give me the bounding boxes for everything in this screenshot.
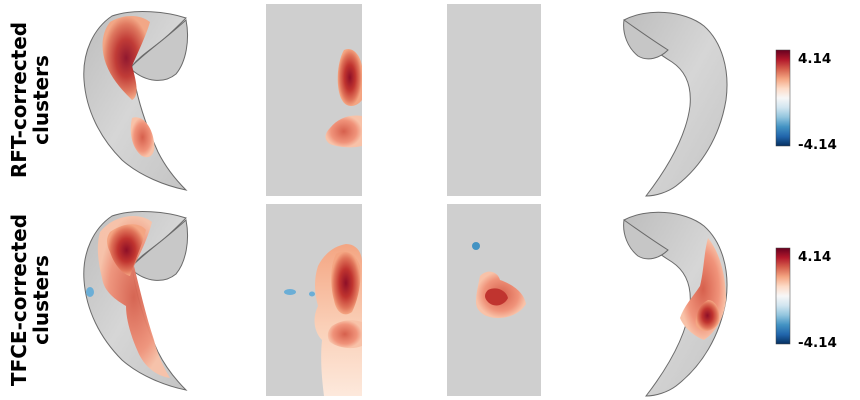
tfce-right-surface — [623, 211, 728, 397]
colorbar-rft-max-label: 4.14 — [798, 51, 832, 67]
tfce-panel-lateral — [447, 204, 541, 396]
rft-left-clusters — [102, 16, 155, 158]
tfce-panel-medial — [266, 204, 362, 396]
colorbar-tfce-max-label: 4.14 — [798, 249, 832, 265]
rft-panel-lateral — [447, 4, 541, 196]
rft-right-surface — [623, 11, 728, 197]
tfce-left-clusters — [86, 216, 170, 378]
colorbar-tfce-min-label: -4.14 — [798, 335, 837, 351]
rft-panel-medial — [266, 4, 362, 196]
colorbar-tfce — [775, 247, 791, 345]
tfce-right-clusters — [680, 238, 726, 340]
colorbar-rft — [775, 49, 791, 147]
colorbar-rft-min-label: -4.14 — [798, 137, 837, 153]
